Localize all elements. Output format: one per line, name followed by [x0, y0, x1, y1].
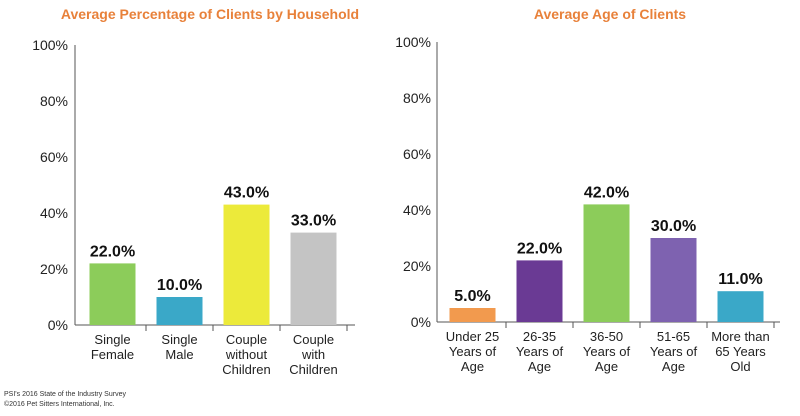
household-category-label: Children [222, 362, 270, 377]
household-category-label: Children [289, 362, 337, 377]
age-category-label: Under 25 [446, 329, 499, 344]
household-category-label: Female [91, 347, 134, 362]
age-ytick-label: 0% [411, 314, 431, 330]
age-ytick-label: 40% [403, 202, 431, 218]
age-data-label: 11.0% [718, 271, 762, 288]
household-ytick-label: 20% [40, 261, 68, 277]
age-data-label: 42.0% [584, 184, 629, 201]
chart-title-age: Average Age of Clients [533, 6, 687, 22]
age-bar [449, 308, 496, 322]
household-bar [89, 263, 136, 325]
age-data-label: 5.0% [454, 288, 490, 305]
household-bar [156, 297, 203, 325]
household-data-label: 43.0% [224, 185, 269, 202]
household-category-label: Male [165, 347, 193, 362]
age-category-label: 65 Years [715, 344, 766, 359]
age-ytick-label: 20% [403, 258, 431, 274]
age-category-label: More than [711, 329, 770, 344]
age-ytick-label: 80% [403, 90, 431, 106]
age-category-label: Age [662, 359, 685, 374]
age-category-label: 36-50 [590, 329, 623, 344]
household-category-label: without [225, 347, 268, 362]
household-category-label: Couple [293, 332, 334, 347]
age-bar [717, 291, 764, 322]
household-data-label: 33.0% [291, 213, 336, 230]
age-category-label: Years of [583, 344, 631, 359]
household-bar [290, 232, 337, 325]
household-category-label: Single [161, 332, 197, 347]
age-category-label: Years of [516, 344, 564, 359]
household-ytick-label: 0% [48, 317, 68, 333]
age-category-label: Old [730, 359, 750, 374]
age-data-label: 30.0% [651, 218, 696, 235]
age-bar [650, 238, 697, 322]
age-ytick-label: 60% [403, 146, 431, 162]
household-category-label: Couple [226, 332, 267, 347]
age-category-label: Age [595, 359, 618, 374]
age-category-label: Years of [449, 344, 497, 359]
household-ytick-label: 60% [40, 149, 68, 165]
chart-title-household: Average Percentage of Clients by Househo… [60, 6, 360, 22]
household-category-label: with [301, 347, 325, 362]
age-data-label: 22.0% [517, 240, 562, 257]
household-ytick-label: 80% [40, 93, 68, 109]
age-category-label: 26-35 [523, 329, 556, 344]
copyright-note: ©2016 Pet Sitters International, Inc. [4, 401, 115, 408]
age-ytick-label: 100% [395, 34, 431, 50]
household-bar [223, 204, 270, 325]
household-data-label: 22.0% [90, 243, 135, 260]
source-note: PSI's 2016 State of the Industry Survey [4, 391, 126, 398]
household-ytick-label: 40% [40, 205, 68, 221]
age-category-label: Years of [650, 344, 698, 359]
age-category-label: Age [528, 359, 551, 374]
age-category-label: 51-65 [657, 329, 690, 344]
household-data-label: 10.0% [157, 277, 202, 294]
household-category-label: Single [94, 332, 130, 347]
age-bar [583, 204, 630, 322]
age-category-label: Age [461, 359, 484, 374]
age-bar [516, 260, 563, 322]
household-ytick-label: 100% [32, 37, 68, 53]
